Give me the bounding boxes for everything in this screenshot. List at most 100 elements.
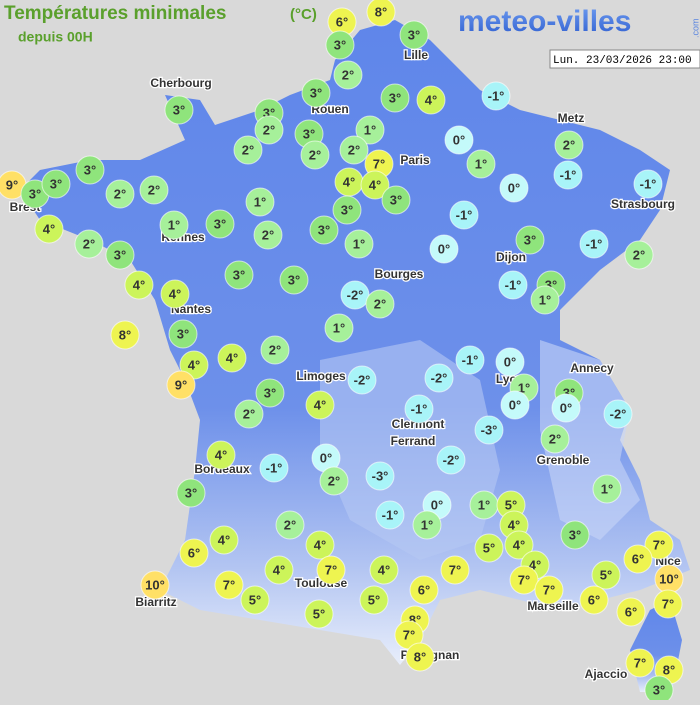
temp-marker (245, 187, 275, 217)
temp-label: 8° (663, 662, 675, 677)
temp-marker (75, 155, 105, 185)
temp-label: 0° (508, 180, 520, 195)
temp-label: 3° (524, 232, 536, 247)
temp-marker (176, 478, 206, 508)
temp-label: 3° (185, 485, 197, 500)
temp-label: 6° (632, 551, 644, 566)
temp-marker (624, 240, 654, 270)
temp-marker (305, 390, 335, 420)
temp-marker (504, 530, 534, 560)
temp-marker (429, 234, 459, 264)
temp-marker (380, 83, 410, 113)
city-label: Bourges (375, 267, 424, 281)
temp-label: 2° (284, 517, 296, 532)
temp-label: 3° (177, 326, 189, 341)
city-label: Grenoble (537, 453, 590, 467)
temp-marker (253, 220, 283, 250)
temp-marker (365, 289, 395, 319)
temp-label: 5° (600, 567, 612, 582)
temp-marker (474, 415, 504, 445)
city-label: Annecy (570, 361, 614, 375)
temp-label: 2° (269, 342, 281, 357)
temp-label: 4° (133, 277, 145, 292)
temp-label: 4° (226, 350, 238, 365)
temp-marker (309, 215, 339, 245)
temp-label: 2° (263, 122, 275, 137)
temp-label: -1° (456, 207, 473, 222)
temp-label: 0° (431, 497, 443, 512)
city-label: Ajaccio (585, 667, 628, 681)
temp-label: 4° (273, 562, 285, 577)
temp-label: -1° (462, 352, 479, 367)
temp-label: 3° (334, 37, 346, 52)
temp-label: 9° (175, 377, 187, 392)
title: Températures minimales (4, 3, 226, 24)
temp-marker (233, 135, 263, 165)
temp-label: 8° (375, 4, 387, 19)
temp-marker (259, 453, 289, 483)
temp-label: -2° (354, 372, 371, 387)
temp-label: 0° (504, 354, 516, 369)
temp-label: -1° (505, 277, 522, 292)
temp-label: 5° (249, 592, 261, 607)
temp-label: 2° (83, 236, 95, 251)
temp-label: 8° (119, 327, 131, 342)
temp-marker (124, 270, 154, 300)
temp-label: 1° (539, 292, 551, 307)
temp-label: 3° (233, 267, 245, 282)
temp-marker (255, 378, 285, 408)
temp-label: 3° (50, 176, 62, 191)
temp-label: -1° (586, 236, 603, 251)
temp-marker (217, 343, 247, 373)
temp-label: 7° (662, 596, 674, 611)
temp-marker (159, 210, 189, 240)
temp-marker (405, 642, 435, 672)
temp-label: 3° (173, 102, 185, 117)
temp-label: 7° (449, 562, 461, 577)
temp-label: 7° (403, 627, 415, 642)
temp-label: 7° (653, 537, 665, 552)
temp-marker (324, 313, 354, 343)
temp-marker (168, 319, 198, 349)
temp-label: 4° (314, 397, 326, 412)
temp-marker (359, 585, 389, 615)
temp-label: 4° (43, 221, 55, 236)
temp-marker (300, 140, 330, 170)
temp-label: 4° (218, 532, 230, 547)
temp-label: 3° (114, 247, 126, 262)
temp-label: -2° (431, 370, 448, 385)
temp-marker (325, 30, 355, 60)
temp-marker (412, 510, 442, 540)
temp-marker (554, 130, 584, 160)
temp-label: 3° (569, 527, 581, 542)
temp-marker (455, 345, 485, 375)
temp-marker (34, 214, 64, 244)
temp-marker (481, 81, 511, 111)
temp-label: -2° (610, 406, 627, 421)
temp-label: 1° (518, 380, 530, 395)
temp-label: 2° (243, 406, 255, 421)
temp-marker (316, 555, 346, 585)
temp-label: 1° (254, 194, 266, 209)
temp-label: 6° (588, 592, 600, 607)
temp-marker (436, 445, 466, 475)
temp-marker (360, 170, 390, 200)
temp-marker (381, 185, 411, 215)
temp-label: 1° (168, 217, 180, 232)
temp-marker (347, 365, 377, 395)
logo-suffix: .com (690, 18, 700, 38)
temp-label: 3° (389, 90, 401, 105)
temp-marker (275, 510, 305, 540)
logo: meteo-villes (458, 5, 631, 38)
timestamp: Lun. 23/03/2026 23:00 (553, 55, 692, 67)
temp-marker (166, 370, 196, 400)
temp-label: 4° (378, 562, 390, 577)
city-label: Ferrand (391, 434, 436, 448)
temp-marker (209, 525, 239, 555)
temp-label: 4° (513, 537, 525, 552)
temp-marker (344, 229, 374, 259)
temp-marker (466, 149, 496, 179)
temp-marker (139, 175, 169, 205)
temp-label: -1° (640, 176, 657, 191)
temp-marker (339, 135, 369, 165)
